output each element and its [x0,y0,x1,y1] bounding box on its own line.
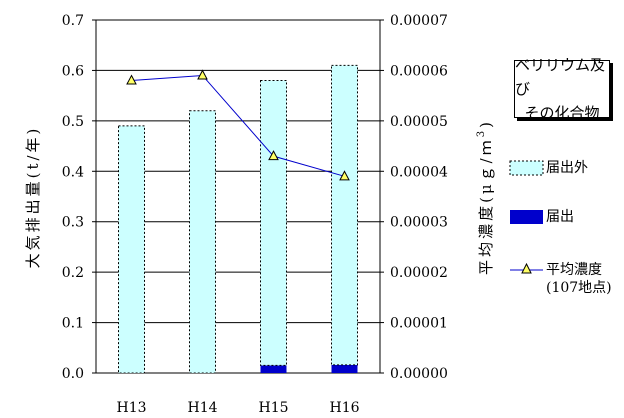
average-marker [339,170,350,181]
y-axis-left-ticks: 0.0 0.1 0.2 0.3 0.4 0.5 0.6 0.7 [62,13,96,382]
legend-label-reported: 届出 [546,209,574,225]
y2-tick-label: 0.00007 [390,13,448,29]
bar-unreported [118,125,145,374]
legend-item-average: 平均濃度 (107地点) [546,261,612,297]
legend-label-average: 平均濃度 [546,262,602,278]
y-tick-label: 0.3 [62,215,84,231]
chart-title-box: ベリリウム及び その化合物 [514,56,610,122]
average-marker [126,74,137,85]
x-axis-ticks: H13 H14 H15 H16 [116,400,359,416]
y-tick-label: 0.2 [62,265,84,281]
y-tick-label: 0.4 [62,164,84,180]
y-tick-label: 0.7 [62,13,84,29]
y2-tick-label: 0.00006 [390,63,448,79]
bar-reported [260,365,287,373]
y-axis-right-ticks: 0.00000 0.00001 0.00002 0.00003 0.00004 0.000… [380,13,448,382]
y2-tick-label: 0.00000 [390,366,448,382]
y2-tick-label: 0.00003 [390,215,448,231]
x-tick-label: H13 [116,400,146,416]
y2-tick-label: 0.00002 [390,265,448,281]
bar-unreported [189,110,216,374]
average-marker [268,150,279,161]
x-tick-label: H15 [258,400,288,416]
y2-tick-label: 0.00001 [390,316,448,332]
y-tick-label: 0.1 [62,316,84,332]
chart-title-line-1: ベリリウム及び [515,56,606,98]
legend-swatch-unreported [509,160,544,176]
legend-swatch-reported [510,210,543,224]
y-axis-label: 大気排出量(t/年) [24,126,42,269]
legend-label-unreported: 届出外 [546,160,588,176]
legend-marker [521,262,532,274]
average-line [131,74,345,177]
bar-unreported [331,64,358,366]
legend-label-average-sites: (107地点) [546,280,612,296]
line-series [126,69,350,181]
legend-item-unreported: 届出外 [546,159,588,177]
y-tick-label: 0.0 [62,366,84,382]
x-tick-label: H14 [187,400,217,416]
plot-frame [95,19,381,374]
y2-axis-label: 平均濃度(μｇ/ｍ3) [476,119,495,275]
x-tick-label: H16 [329,400,359,416]
y2-tick-label: 0.00004 [390,164,448,180]
y-tick-label: 0.5 [62,114,84,130]
bar-reported [331,364,358,373]
y-tick-label: 0.6 [62,63,84,79]
y2-tick-label: 0.00005 [390,114,448,130]
legend-item-reported: 届出 [546,208,574,226]
bars [118,64,358,374]
bar-unreported [260,80,287,366]
average-marker [197,69,208,80]
chart-title-line-2: その化合物 [524,104,600,122]
